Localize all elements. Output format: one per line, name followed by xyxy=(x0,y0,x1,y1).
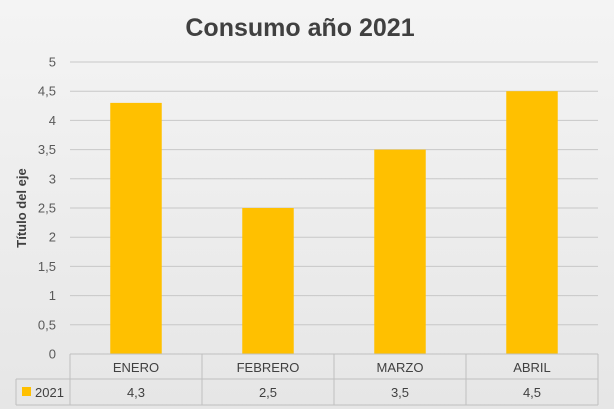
y-axis-label: Título del eje xyxy=(14,168,29,247)
y-tick-label: 4 xyxy=(49,113,56,128)
y-tick-label: 1 xyxy=(49,288,56,303)
y-tick-label: 5 xyxy=(49,55,56,70)
y-tick-labels: 0 0,5 1 1,5 2 2,5 3 3,5 4 4,5 5 xyxy=(38,55,56,362)
y-tick-label: 2 xyxy=(49,230,56,245)
bar xyxy=(110,102,162,354)
bars xyxy=(110,91,558,354)
bar xyxy=(506,91,558,354)
y-tick-label: 3 xyxy=(49,171,56,186)
y-tick-label: 0 xyxy=(49,347,56,362)
y-tick-label: 4,5 xyxy=(38,84,56,99)
y-tick-label: 0,5 xyxy=(38,317,56,332)
legend-entry: 2021 xyxy=(35,385,64,400)
category-label: FEBRERO xyxy=(237,360,300,375)
y-tick-label: 2,5 xyxy=(38,201,56,216)
category-label: ENERO xyxy=(113,360,159,375)
data-label: 4,3 xyxy=(127,385,145,400)
chart-title: Consumo año 2021 xyxy=(185,14,414,42)
category-label: MARZO xyxy=(377,360,424,375)
legend-swatch xyxy=(22,387,31,396)
data-label: 3,5 xyxy=(391,385,409,400)
category-label: ABRIL xyxy=(513,360,551,375)
data-label: 2,5 xyxy=(259,385,277,400)
y-tick-label: 1,5 xyxy=(38,259,56,274)
data-label: 4,5 xyxy=(523,385,541,400)
bar xyxy=(242,208,294,354)
bar xyxy=(374,149,426,354)
y-tick-label: 3,5 xyxy=(38,142,56,157)
data-table: ENERO 4,3 FEBRERO 2,5 MARZO 3,5 ABRIL 4,5 2021 xyxy=(15,353,599,406)
